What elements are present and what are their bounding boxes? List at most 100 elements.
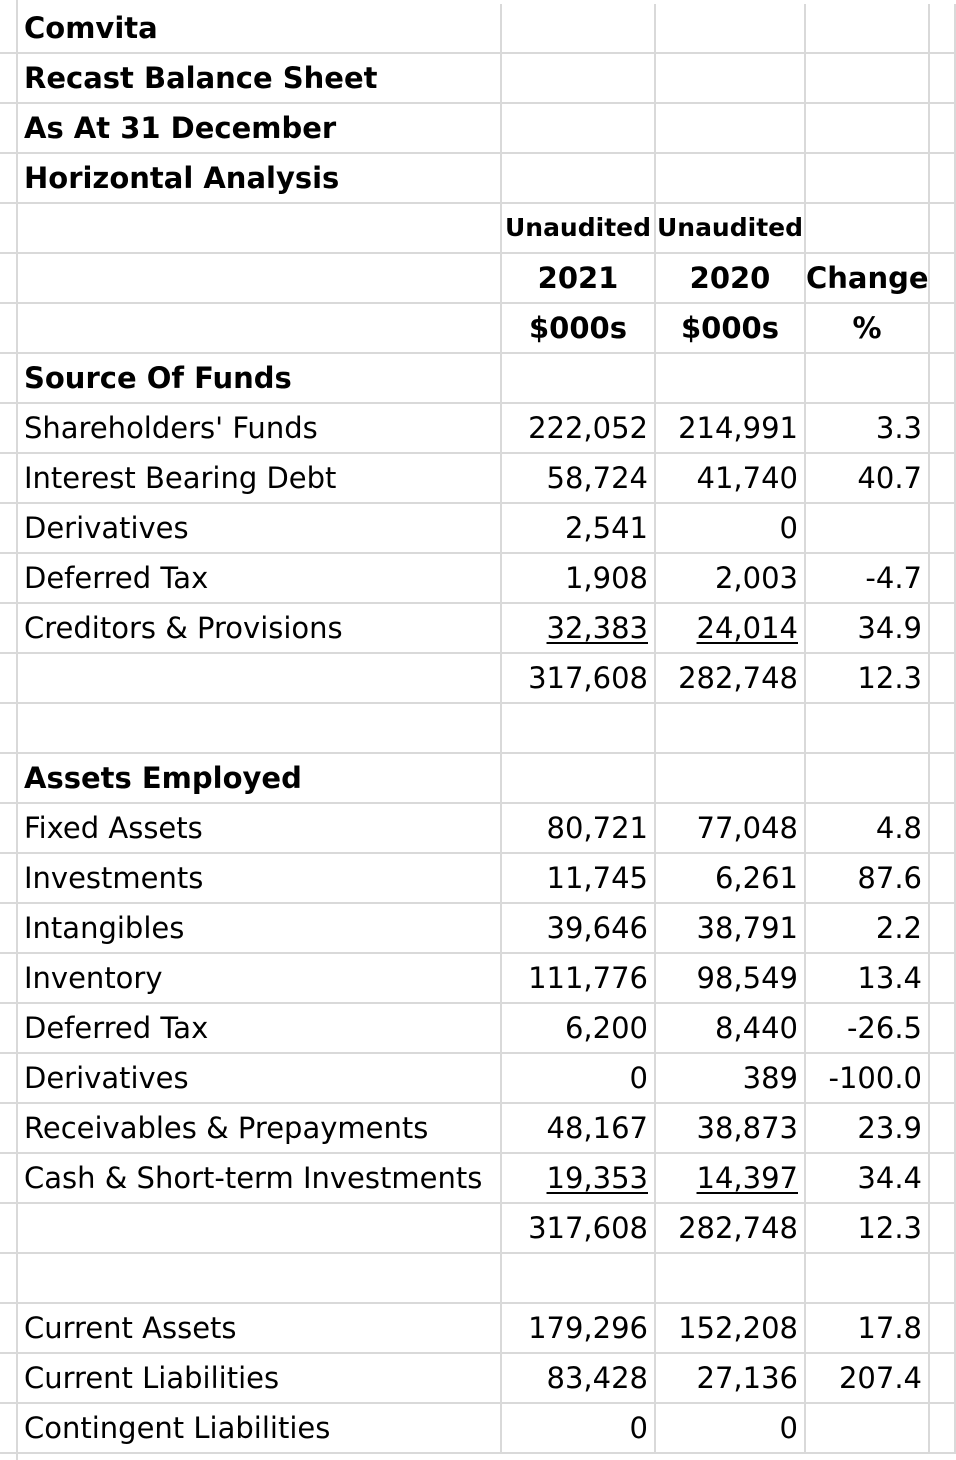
value-change[interactable]: 17.8 bbox=[806, 1304, 930, 1354]
cell[interactable] bbox=[930, 954, 956, 1004]
header-unit-2021[interactable]: $000s bbox=[502, 304, 656, 354]
value-2021[interactable]: 222,052 bbox=[502, 404, 656, 454]
value-2020[interactable]: 38,873 bbox=[656, 1104, 806, 1154]
cell[interactable] bbox=[930, 754, 956, 804]
cell[interactable] bbox=[930, 354, 956, 404]
total-2021[interactable]: 317,608 bbox=[502, 654, 656, 704]
cell[interactable] bbox=[656, 704, 806, 754]
header-audit-2021[interactable]: Unaudited bbox=[502, 204, 656, 254]
cell[interactable] bbox=[502, 154, 656, 204]
value-change[interactable]: -26.5 bbox=[806, 1004, 930, 1054]
row-label[interactable]: Cash & Short-term Investments bbox=[18, 1154, 502, 1204]
value-change[interactable] bbox=[806, 1404, 930, 1454]
row-label[interactable]: Investments bbox=[18, 854, 502, 904]
cell[interactable] bbox=[656, 754, 806, 804]
cell[interactable] bbox=[806, 154, 930, 204]
cell[interactable] bbox=[502, 104, 656, 154]
header-unit-2020[interactable]: $000s bbox=[656, 304, 806, 354]
value-2020[interactable]: 8,440 bbox=[656, 1004, 806, 1054]
cell[interactable] bbox=[930, 254, 956, 304]
cell[interactable] bbox=[502, 54, 656, 104]
value-2021[interactable]: 58,724 bbox=[502, 454, 656, 504]
cell[interactable] bbox=[18, 704, 502, 754]
cell[interactable] bbox=[930, 1154, 956, 1204]
cell[interactable] bbox=[930, 204, 956, 254]
value-change[interactable]: -4.7 bbox=[806, 554, 930, 604]
header-year-2021[interactable]: 2021 bbox=[502, 254, 656, 304]
cell[interactable] bbox=[930, 554, 956, 604]
header-audit-change[interactable] bbox=[806, 204, 930, 254]
cell[interactable] bbox=[930, 54, 956, 104]
cell[interactable] bbox=[656, 4, 806, 54]
value-2020[interactable]: 0 bbox=[656, 1404, 806, 1454]
value-2021[interactable]: 6,200 bbox=[502, 1004, 656, 1054]
cell[interactable] bbox=[18, 304, 502, 354]
value-2021[interactable]: 19,353 bbox=[502, 1154, 656, 1204]
cell[interactable] bbox=[806, 54, 930, 104]
value-2021[interactable]: 39,646 bbox=[502, 904, 656, 954]
cell[interactable] bbox=[930, 854, 956, 904]
cell[interactable] bbox=[930, 704, 956, 754]
row-label[interactable]: Contingent Liabilities bbox=[18, 1404, 502, 1454]
total-2020[interactable]: 282,748 bbox=[656, 654, 806, 704]
cell[interactable] bbox=[656, 154, 806, 204]
value-2021[interactable]: 0 bbox=[502, 1054, 656, 1104]
cell[interactable] bbox=[656, 54, 806, 104]
value-change[interactable]: 34.9 bbox=[806, 604, 930, 654]
cell[interactable] bbox=[806, 754, 930, 804]
value-change[interactable]: 2.2 bbox=[806, 904, 930, 954]
cell[interactable] bbox=[930, 604, 956, 654]
cell[interactable] bbox=[18, 204, 502, 254]
row-label[interactable]: Inventory bbox=[18, 954, 502, 1004]
cell[interactable] bbox=[502, 1254, 656, 1304]
report-title[interactable]: Recast Balance Sheet bbox=[18, 54, 502, 104]
value-2020[interactable]: 77,048 bbox=[656, 804, 806, 854]
row-label[interactable]: Deferred Tax bbox=[18, 1004, 502, 1054]
cell[interactable] bbox=[656, 104, 806, 154]
value-2020[interactable]: 0 bbox=[656, 504, 806, 554]
value-2020[interactable]: 389 bbox=[656, 1054, 806, 1104]
value-2021[interactable]: 2,541 bbox=[502, 504, 656, 554]
cell[interactable] bbox=[502, 754, 656, 804]
report-subtitle[interactable]: Horizontal Analysis bbox=[18, 154, 502, 204]
value-2021[interactable]: 48,167 bbox=[502, 1104, 656, 1154]
header-audit-2020[interactable]: Unaudited bbox=[656, 204, 806, 254]
value-2020[interactable]: 214,991 bbox=[656, 404, 806, 454]
cell[interactable] bbox=[18, 1204, 502, 1254]
cell[interactable] bbox=[930, 804, 956, 854]
row-label[interactable]: Current Liabilities bbox=[18, 1354, 502, 1404]
cell[interactable] bbox=[930, 654, 956, 704]
cell[interactable] bbox=[502, 4, 656, 54]
value-2021[interactable]: 32,383 bbox=[502, 604, 656, 654]
cell[interactable] bbox=[18, 1254, 502, 1304]
cell[interactable] bbox=[18, 254, 502, 304]
cell[interactable] bbox=[502, 354, 656, 404]
cell[interactable] bbox=[930, 454, 956, 504]
cell[interactable] bbox=[806, 704, 930, 754]
cell[interactable] bbox=[930, 1354, 956, 1404]
cell[interactable] bbox=[930, 1404, 956, 1454]
value-change[interactable]: 13.4 bbox=[806, 954, 930, 1004]
row-label[interactable]: Shareholders' Funds bbox=[18, 404, 502, 454]
cell[interactable] bbox=[930, 1254, 956, 1304]
header-year-2020[interactable]: 2020 bbox=[656, 254, 806, 304]
value-change[interactable]: 4.8 bbox=[806, 804, 930, 854]
row-label[interactable]: Deferred Tax bbox=[18, 554, 502, 604]
cell[interactable] bbox=[930, 1104, 956, 1154]
row-label[interactable]: Receivables & Prepayments bbox=[18, 1104, 502, 1154]
value-change[interactable]: 40.7 bbox=[806, 454, 930, 504]
cell[interactable] bbox=[930, 504, 956, 554]
value-2021[interactable]: 83,428 bbox=[502, 1354, 656, 1404]
cell[interactable] bbox=[930, 404, 956, 454]
value-2021[interactable]: 80,721 bbox=[502, 804, 656, 854]
cell[interactable] bbox=[806, 4, 930, 54]
cell[interactable] bbox=[656, 1254, 806, 1304]
value-2020[interactable]: 152,208 bbox=[656, 1304, 806, 1354]
cell[interactable] bbox=[806, 354, 930, 404]
total-2021[interactable]: 317,608 bbox=[502, 1204, 656, 1254]
cell[interactable] bbox=[806, 104, 930, 154]
cell[interactable] bbox=[930, 1054, 956, 1104]
row-label[interactable]: Creditors & Provisions bbox=[18, 604, 502, 654]
header-change[interactable]: Change bbox=[806, 254, 930, 304]
cell[interactable] bbox=[18, 654, 502, 704]
